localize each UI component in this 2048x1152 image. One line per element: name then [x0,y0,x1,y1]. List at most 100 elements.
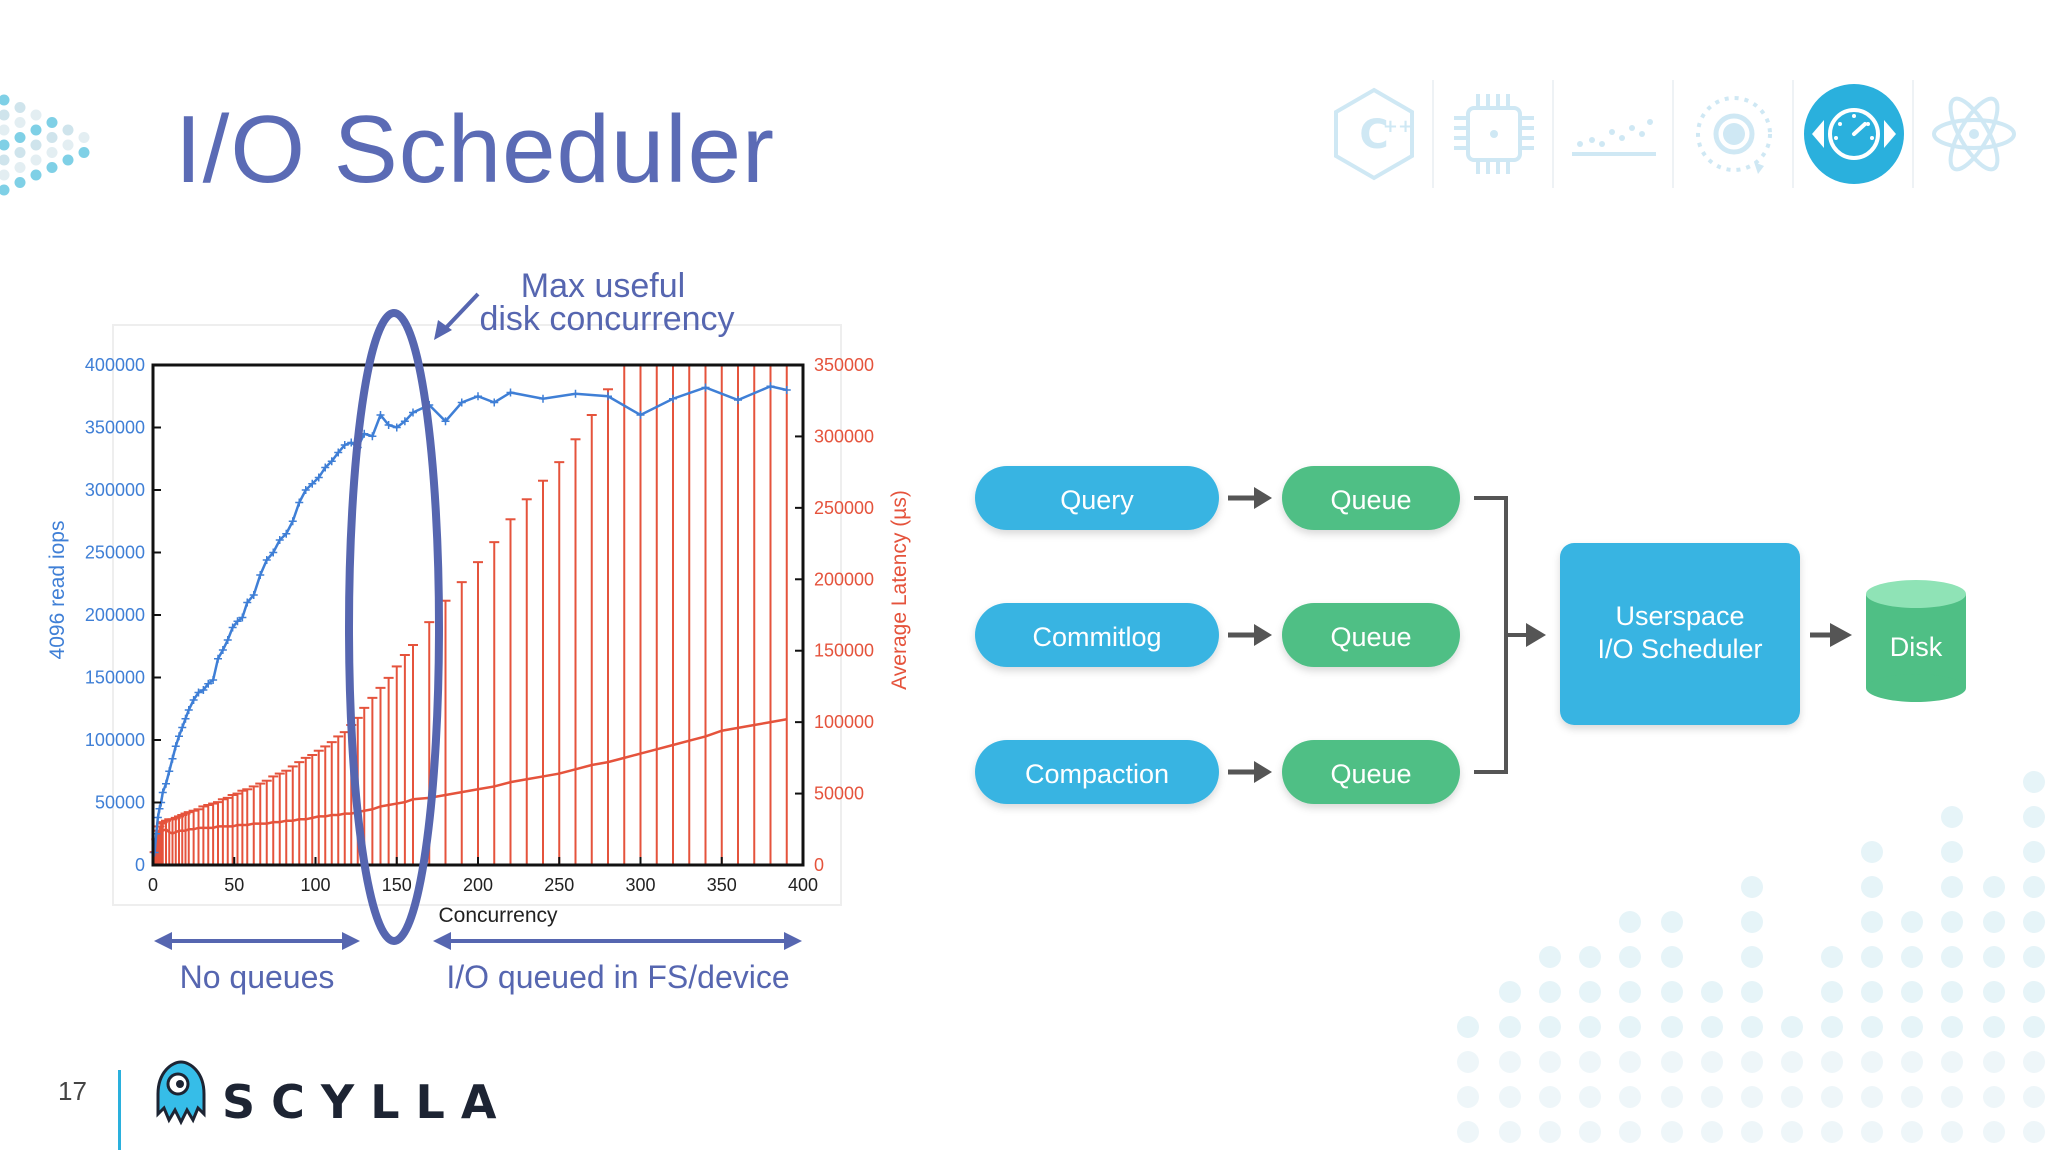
x-tick-label: 250 [544,875,574,895]
atom-icon[interactable] [1922,82,2026,186]
decor-dot [1661,1051,1683,1073]
queue-label: Queue [1330,759,1411,789]
queue-3[interactable]: Queue [1282,740,1460,804]
scheduler-label-line2: I/O Scheduler [1597,634,1762,664]
source-query[interactable]: Query [975,466,1219,530]
decor-dot [1821,981,1843,1003]
decor-dot [1539,1086,1561,1108]
iops-point [194,688,203,697]
scatter-dots-icon[interactable] [1562,82,1666,186]
iops-point [238,613,247,622]
iops-point [782,386,791,394]
y-tick-label: 250000 [85,543,145,563]
disk-cylinder[interactable]: Disk [1866,580,1966,702]
iops-point [368,432,377,441]
decor-dot [1619,1086,1641,1108]
decor-dot [1821,1086,1843,1108]
userspace-scheduler-box[interactable]: Userspace I/O Scheduler [1560,543,1800,725]
decor-dot [30,124,42,136]
cpp-icon[interactable]: C ++ [1322,82,1426,186]
iops-point [228,623,237,632]
iops-point [256,571,265,579]
decor-dot [1781,1086,1803,1108]
iops-point [301,486,310,494]
decor-dot [1941,841,1963,863]
target-rings-icon[interactable] [1682,82,1786,186]
iops-point [669,394,677,403]
source-commitlog[interactable]: Commitlog [975,603,1219,667]
decor-dot [1499,981,1521,1003]
iops-point [189,696,198,704]
iops-point [168,754,177,763]
decor-dot [1941,1086,1963,1108]
source-compaction[interactable]: Compaction [975,740,1219,804]
decor-dot [1661,1121,1683,1143]
decor-dot [1701,1086,1723,1108]
queue-1[interactable]: Queue [1282,466,1460,530]
brand-name: SCYLLA [222,1075,513,1129]
decor-dot [0,169,10,181]
decor-dot [1539,1121,1561,1143]
page-number: 17 [58,1076,87,1106]
iops-point [734,396,742,404]
svg-text:C: C [1359,112,1388,158]
decor-dot [1619,981,1641,1003]
decor-dot [1539,946,1561,968]
speedometer-icon[interactable] [1802,82,1906,186]
decor-dot [1661,1086,1683,1108]
decor-dot [1539,981,1561,1003]
decor-dot [0,109,10,121]
iops-point [636,411,645,419]
iops-point [327,457,336,466]
iops-point [209,676,218,684]
x-tick-label: 200 [463,875,493,895]
iops-point [165,767,174,776]
decor-dot [1821,1016,1843,1038]
iops-point [490,398,499,407]
iops-point [199,686,208,694]
queued-range-arrow [433,932,802,950]
decor-dot [46,132,58,143]
decor-dot [14,102,26,113]
iops-point [171,742,180,751]
decor-dot [1579,1086,1601,1108]
decor-dot [1983,1051,2005,1073]
decor-dot [1941,911,1963,933]
x-tick-label: 150 [382,875,412,895]
footer-divider [118,1070,121,1150]
decor-dot [1983,911,2005,933]
decor-dot [1861,1016,1883,1038]
queue-2[interactable]: Queue [1282,603,1460,667]
arrow-icon [1228,487,1272,783]
cpu-chip-icon[interactable] [1442,82,1546,186]
decor-dot [1983,876,2005,898]
x-tick-label: 350 [707,875,737,895]
x-tick-label: 400 [788,875,818,895]
iops-point [204,679,213,688]
decor-dot [1983,1086,2005,1108]
decor-dot [1741,911,1763,933]
iops-point [214,654,222,663]
decor-dot [1619,1016,1641,1038]
decor-dot [1701,981,1723,1003]
decor-dot [1661,1016,1683,1038]
decor-dot [1781,1121,1803,1143]
decor-dot [1579,1016,1601,1038]
merge-bracket [1474,496,1528,774]
decor-dot [1941,1016,1963,1038]
y2-tick-label: 100000 [814,712,874,732]
decor-dot [1539,1016,1561,1038]
decor-dot [1901,1121,1923,1143]
source-label: Compaction [1025,759,1169,789]
decor-dot [1861,981,1883,1003]
decor-dot [1741,1016,1763,1038]
decor-dot [1781,1051,1803,1073]
decor-dot [14,132,26,143]
x-tick-label: 0 [148,875,158,895]
scylla-monster-logo [156,1060,206,1126]
decor-dot [1821,1121,1843,1143]
y-tick-label: 100000 [85,730,145,750]
decor-dot [1661,981,1683,1003]
iops-point [269,548,278,557]
